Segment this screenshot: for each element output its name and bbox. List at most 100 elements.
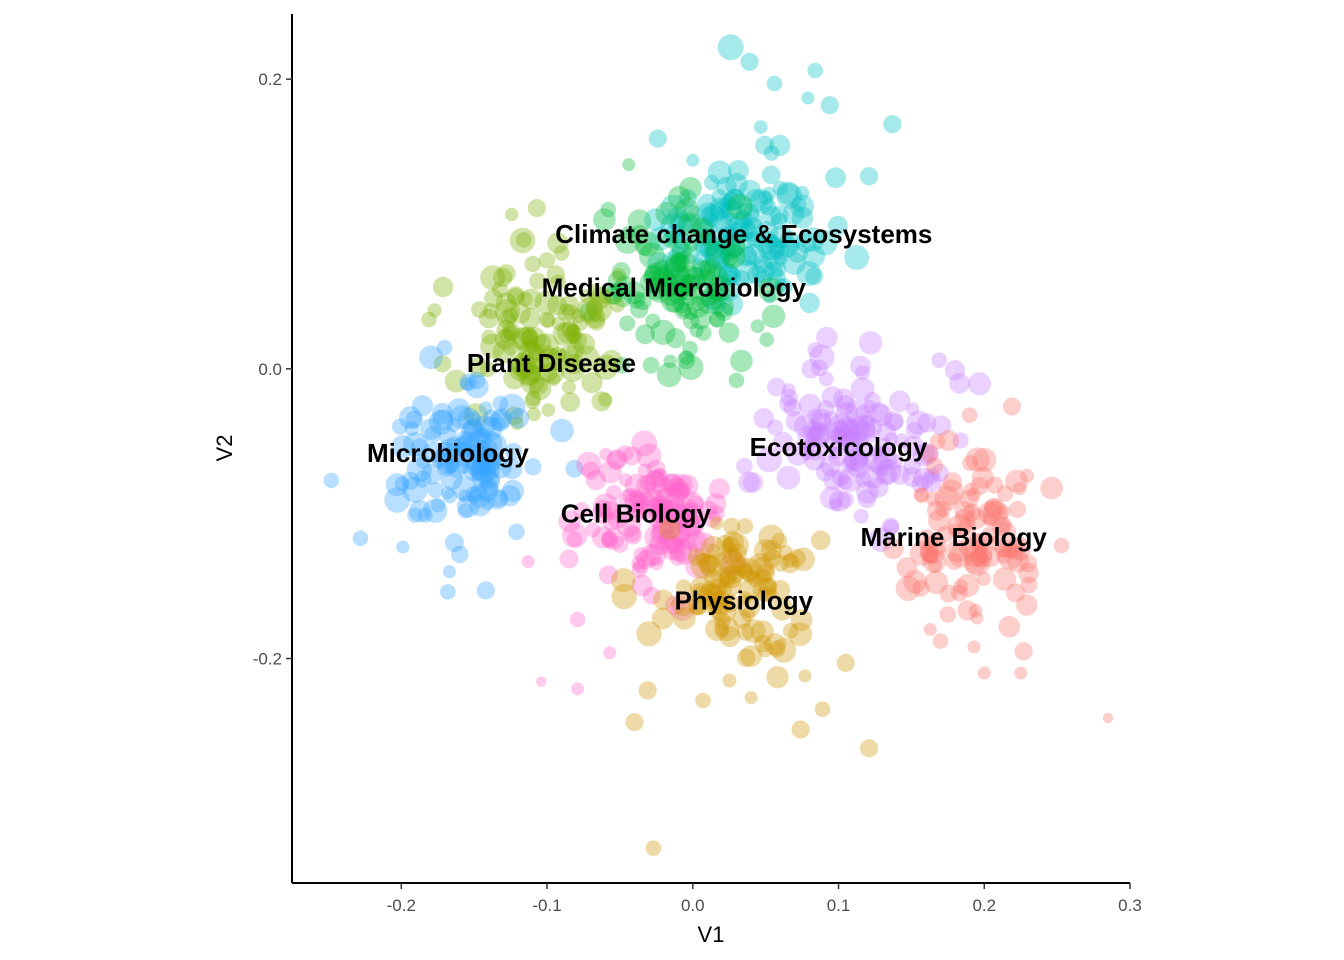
data-point [758, 524, 785, 551]
data-point [520, 349, 535, 364]
data-point [954, 500, 976, 522]
data-point [862, 418, 882, 438]
data-point [722, 227, 737, 242]
data-point [399, 406, 422, 430]
data-point [705, 293, 726, 315]
data-point [970, 611, 984, 625]
data-point [785, 411, 807, 432]
data-point [912, 579, 930, 597]
data-point [717, 277, 741, 302]
data-point [911, 475, 930, 494]
data-point [731, 557, 748, 574]
axes [291, 14, 1130, 884]
data-point [560, 358, 585, 382]
data-point [508, 407, 529, 429]
data-point [764, 234, 780, 250]
data-point [427, 303, 442, 318]
data-point [767, 377, 786, 397]
data-point [520, 370, 545, 395]
data-point [889, 390, 911, 412]
data-point [590, 286, 612, 309]
data-point [660, 288, 685, 313]
data-point [627, 209, 652, 233]
data-point [755, 569, 772, 586]
data-point [883, 115, 902, 134]
data-point [557, 321, 580, 344]
data-point [717, 197, 733, 212]
data-point [705, 493, 727, 515]
data-point [609, 297, 625, 313]
data-point [791, 206, 814, 229]
data-point [690, 227, 717, 253]
data-point [466, 411, 482, 427]
data-point [445, 436, 462, 452]
data-point [476, 479, 499, 502]
data-point [598, 392, 613, 407]
data-point [633, 499, 648, 514]
data-point [660, 194, 687, 221]
data-point [850, 377, 875, 402]
data-point [431, 402, 453, 424]
data-point [736, 246, 757, 267]
data-point [631, 556, 646, 571]
data-point [676, 274, 703, 301]
data-point [737, 594, 761, 618]
data-point [650, 319, 676, 345]
data-point [761, 539, 782, 561]
data-point [932, 633, 949, 649]
data-point [479, 458, 501, 480]
data-point [576, 451, 602, 477]
series-medical-microbiology [579, 158, 786, 389]
data-point [672, 296, 690, 314]
data-point [573, 333, 596, 355]
data-point [664, 224, 685, 245]
data-point [471, 457, 490, 476]
data-point [472, 428, 489, 445]
data-point [776, 465, 801, 490]
data-point [760, 198, 777, 216]
data-point [759, 332, 774, 347]
data-point [711, 188, 727, 204]
data-point [469, 493, 492, 517]
data-point [667, 185, 691, 209]
data-point [513, 327, 538, 353]
data-point [529, 376, 548, 395]
data-point [656, 264, 674, 282]
data-point [499, 485, 521, 507]
data-point [704, 239, 725, 260]
data-point [611, 536, 629, 553]
data-point [861, 465, 885, 489]
data-point [776, 181, 800, 205]
data-point [1002, 397, 1022, 416]
data-point [671, 240, 692, 261]
data-point [667, 521, 691, 545]
data-point [533, 333, 560, 359]
data-point [992, 567, 1017, 591]
data-point [699, 500, 718, 520]
data-point [581, 371, 603, 394]
data-point [810, 530, 831, 551]
data-point [484, 288, 503, 308]
data-point [453, 435, 476, 458]
data-point [782, 623, 799, 639]
data-point [856, 481, 879, 504]
x-tick-label: -0.2 [387, 896, 416, 915]
data-point [647, 252, 671, 276]
data-point [870, 404, 893, 427]
data-point [682, 215, 700, 233]
data-point [644, 524, 669, 550]
data-point [593, 493, 619, 520]
data-point [441, 486, 455, 500]
data-point [692, 532, 716, 555]
data-point [717, 548, 743, 575]
data-point [750, 319, 765, 334]
data-point [451, 545, 469, 564]
data-point [788, 622, 812, 647]
data-point [792, 197, 807, 212]
data-point [419, 345, 443, 370]
data-point [579, 289, 594, 304]
data-point [684, 266, 699, 281]
cluster-label: Cell Biology [561, 499, 712, 529]
data-point [459, 373, 478, 392]
data-point [477, 455, 495, 472]
